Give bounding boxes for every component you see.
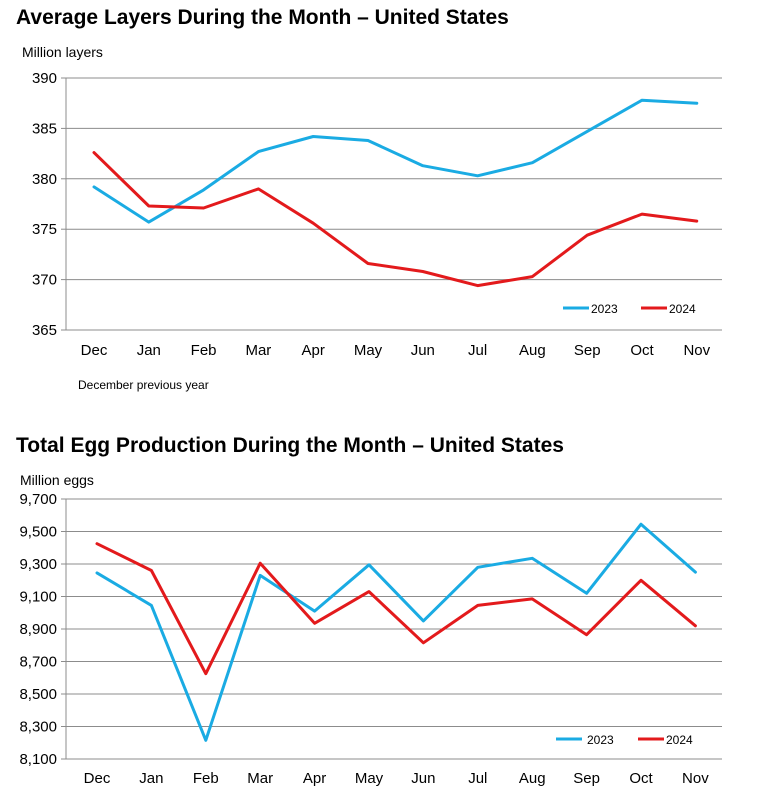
c1-x-tick-label: Nov <box>683 342 710 359</box>
c2-x-tick-label: Sep <box>573 770 600 787</box>
c2-y-tick-label: 8,100 <box>19 751 57 768</box>
c2-x-tick-label: Jul <box>468 770 487 787</box>
c1-x-tick-label: Oct <box>630 342 654 359</box>
c2-series-line-2023 <box>95 522 697 742</box>
c1-legend-label-2023: 2023 <box>591 302 618 316</box>
c2-x-tick-label: Oct <box>629 770 653 787</box>
chart-note-dec-previous-year: December previous year <box>78 378 209 392</box>
c1-x-tick-label: Jul <box>468 342 487 359</box>
chart-title-layers: Average Layers During the Month – United… <box>16 6 509 29</box>
c2-series-line-2024 <box>95 542 697 676</box>
c1-series-line-2024 <box>92 151 699 288</box>
c2-y-tick-label: 9,700 <box>19 491 57 508</box>
c1-y-tick-label: 390 <box>32 70 57 87</box>
c1-x-tick-label: Feb <box>191 342 217 359</box>
c2-y-tick-label: 8,300 <box>19 719 57 736</box>
c1-x-tick-label: Jun <box>411 342 435 359</box>
c2-x-tick-label: Feb <box>193 770 219 787</box>
c2-x-tick-label: Dec <box>84 770 111 787</box>
chart-title-eggs: Total Egg Production During the Month – … <box>16 434 564 457</box>
c1-y-tick-label: 365 <box>32 322 57 339</box>
c1-series-line-2023 <box>92 98 699 224</box>
c1-x-tick-label: Apr <box>302 342 325 359</box>
c2-x-tick-label: Jan <box>139 770 163 787</box>
c1-y-tick-label: 380 <box>32 171 57 188</box>
c2-y-tick-label: 9,300 <box>19 556 57 573</box>
c1-y-tick-label: 385 <box>32 120 57 137</box>
c2-y-tick-label: 8,700 <box>19 654 57 671</box>
c1-legend-label-2024: 2024 <box>669 302 696 316</box>
c2-x-tick-label: Apr <box>303 770 326 787</box>
c1-x-tick-label: Aug <box>519 342 546 359</box>
c2-x-tick-label: May <box>355 770 384 787</box>
y-axis-label-layers: Million layers <box>22 44 103 60</box>
c1-x-tick-label: Sep <box>574 342 601 359</box>
c2-y-tick-label: 8,900 <box>19 621 57 638</box>
c2-x-tick-label: Mar <box>247 770 273 787</box>
c1-y-tick-label: 370 <box>32 272 57 289</box>
c1-x-tick-label: Mar <box>245 342 271 359</box>
c2-x-tick-label: Jun <box>411 770 435 787</box>
c2-x-tick-label: Nov <box>682 770 709 787</box>
c2-y-tick-label: 8,500 <box>19 686 57 703</box>
c2-x-tick-label: Aug <box>519 770 546 787</box>
c2-legend-label-2024: 2024 <box>666 733 693 747</box>
c1-x-tick-label: May <box>354 342 383 359</box>
c2-y-tick-label: 9,500 <box>19 524 57 541</box>
c1-y-tick-label: 375 <box>32 221 57 238</box>
c2-y-tick-label: 9,100 <box>19 589 57 606</box>
y-axis-label-eggs: Million eggs <box>20 472 94 488</box>
c1-x-tick-label: Dec <box>81 342 108 359</box>
c1-x-tick-label: Jan <box>137 342 161 359</box>
c2-legend-label-2023: 2023 <box>587 733 614 747</box>
